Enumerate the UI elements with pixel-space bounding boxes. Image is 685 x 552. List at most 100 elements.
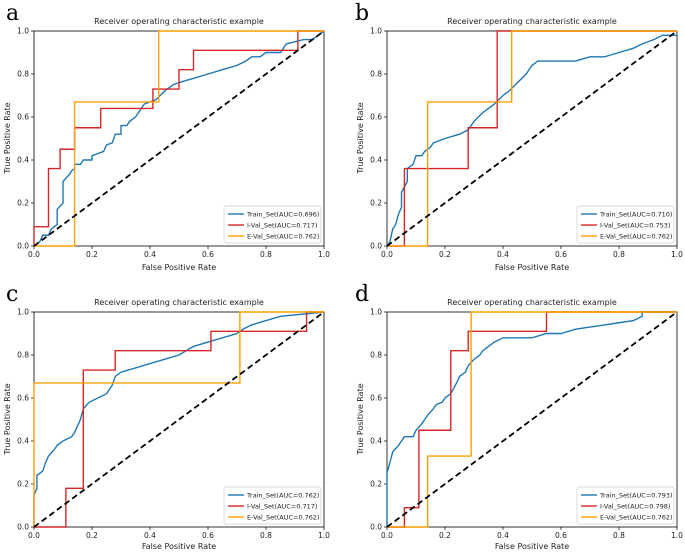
chart-title: Receiver operating characteristic exampl…	[94, 17, 264, 26]
panel-letter: b	[355, 1, 369, 26]
y-tick-label: 1.0	[370, 308, 382, 317]
legend-entry: Train_Set(AUC=0.762)	[246, 491, 319, 499]
x-tick-label: 1.0	[671, 531, 683, 540]
legend-entry: E-Val_Set(AUC=0.762)	[600, 232, 673, 240]
y-tick-label: 0.8	[17, 70, 29, 79]
x-tick-label: 0.6	[555, 531, 567, 540]
y-tick-label: 0.6	[370, 113, 382, 122]
series-line-1	[33, 30, 324, 246]
y-tick-label: 1.0	[17, 308, 29, 317]
series-line-0	[33, 30, 325, 247]
legend: Train_Set(AUC=0.793) I-Val_Set(AUC=0.798)…	[576, 486, 675, 525]
y-tick-label: 0.0	[17, 242, 29, 251]
x-tick-label: 1.0	[318, 531, 330, 540]
y-tick-label: 0.8	[17, 351, 29, 360]
chance-diagonal	[386, 30, 678, 247]
y-tick-label: 0.6	[17, 113, 29, 122]
panel-letter: d	[355, 282, 369, 307]
x-tick-label: 0.8	[613, 531, 625, 540]
x-axis-label: False Positive Rate	[142, 263, 216, 272]
y-tick-label: 0.0	[370, 242, 382, 251]
series-line-0	[33, 311, 325, 527]
x-tick-label: 0.2	[439, 250, 451, 259]
x-tick-label: 0.4	[144, 531, 156, 540]
panel-d: d Receiver operating characteristic exam…	[355, 282, 683, 551]
y-axis-label: True Positive Rate	[3, 102, 12, 174]
y-tick-label: 0.8	[370, 351, 382, 360]
y-tick-label: 0.6	[17, 394, 29, 403]
legend-entry: I-Val_Set(AUC=0.717)	[247, 221, 317, 229]
y-tick-label: 0.2	[17, 480, 29, 489]
series-line-0	[386, 311, 677, 527]
legend-box	[223, 205, 322, 244]
y-tick-label: 0.0	[370, 523, 382, 532]
x-tick-label: 0.6	[555, 250, 567, 259]
x-tick-label: 0.8	[260, 531, 272, 540]
plot-area: 0.00.0 0.2 0.2 0.4 0.4 0.6 0.6 0.8 0.8 1.0 1.0 Trai…	[370, 308, 683, 541]
panel-letter: c	[6, 282, 18, 307]
y-tick-label: 0.4	[370, 437, 382, 446]
legend-entry: Train_Set(AUC=0.696)	[246, 210, 319, 218]
x-tick-label: 0.2	[439, 531, 451, 540]
chart-title: Receiver operating characteristic exampl…	[447, 298, 617, 307]
x-tick-label: 0.0	[28, 531, 40, 540]
x-tick-label: 1.0	[671, 250, 683, 259]
y-tick-label: 0.2	[17, 199, 29, 208]
y-axis-label: True Positive Rate	[356, 102, 365, 174]
legend-box	[576, 205, 675, 244]
chart-title: Receiver operating characteristic exampl…	[447, 17, 617, 26]
panel-b: b Receiver operating characteristic exam…	[355, 1, 683, 272]
chance-diagonal	[33, 30, 325, 247]
legend-box	[223, 486, 322, 525]
y-tick-label: 0.2	[370, 480, 382, 489]
panel-a: a Receiver operating characteristic exam…	[3, 1, 330, 272]
series-line-2	[34, 30, 324, 247]
legend-entry: I-Val_Set(AUC=0.753)	[600, 221, 670, 229]
x-tick-label: 0.8	[613, 250, 625, 259]
legend-entry: I-Val_Set(AUC=0.717)	[247, 502, 317, 510]
y-tick-label: 1.0	[370, 27, 382, 36]
series-line-2	[33, 311, 324, 527]
panel-letter: a	[6, 1, 19, 26]
legend-entry: Train_Set(AUC=0.793)	[599, 491, 672, 499]
y-tick-label: 0.6	[370, 394, 382, 403]
y-tick-label: 0.4	[370, 156, 382, 165]
x-axis-label: False Positive Rate	[495, 263, 569, 272]
x-tick-label: 0.2	[86, 531, 98, 540]
legend-entry: E-Val_Set(AUC=0.762)	[600, 513, 673, 521]
x-tick-label: 0.0	[28, 250, 40, 259]
x-tick-label: 0.0	[381, 531, 393, 540]
x-axis-label: False Positive Rate	[142, 542, 216, 551]
x-tick-label: 0.6	[202, 250, 214, 259]
chance-diagonal	[386, 311, 678, 528]
y-tick-label: 0.4	[17, 437, 29, 446]
y-tick-label: 0.8	[370, 70, 382, 79]
y-axis-label: True Positive Rate	[356, 383, 365, 455]
series-line-0	[386, 34, 677, 247]
y-tick-label: 0.4	[17, 156, 29, 165]
series-line-2	[387, 30, 677, 247]
plot-area: 0.00.0 0.2 0.2 0.4 0.4 0.6 0.6 0.8 0.8 1.0 1.0 Trai…	[17, 27, 330, 260]
legend-box	[576, 486, 675, 525]
series-line-1	[387, 311, 677, 528]
x-tick-label: 0.6	[202, 531, 214, 540]
y-tick-label: 0.0	[17, 523, 29, 532]
plot-area: 0.00.0 0.2 0.2 0.4 0.4 0.6 0.6 0.8 0.8 1.0 1.0 Trai…	[370, 27, 683, 260]
x-tick-label: 0.4	[497, 250, 509, 259]
y-axis-label: True Positive Rate	[3, 383, 12, 455]
series-line-2	[387, 311, 677, 528]
chance-diagonal	[33, 311, 325, 528]
x-axis-label: False Positive Rate	[495, 542, 569, 551]
legend: Train_Set(AUC=0.762) I-Val_Set(AUC=0.717)…	[223, 486, 322, 525]
y-tick-label: 1.0	[17, 27, 29, 36]
legend: Train_Set(AUC=0.710) I-Val_Set(AUC=0.753)…	[576, 205, 675, 244]
x-tick-label: 1.0	[318, 250, 330, 259]
x-tick-label: 0.8	[260, 250, 272, 259]
legend-entry: E-Val_Set(AUC=0.762)	[247, 232, 320, 240]
legend: Train_Set(AUC=0.696) I-Val_Set(AUC=0.717)…	[223, 205, 322, 244]
legend-entry: E-Val_Set(AUC=0.762)	[247, 513, 320, 521]
y-tick-label: 0.2	[370, 199, 382, 208]
legend-entry: Train_Set(AUC=0.710)	[599, 210, 672, 218]
x-tick-label: 0.2	[86, 250, 98, 259]
